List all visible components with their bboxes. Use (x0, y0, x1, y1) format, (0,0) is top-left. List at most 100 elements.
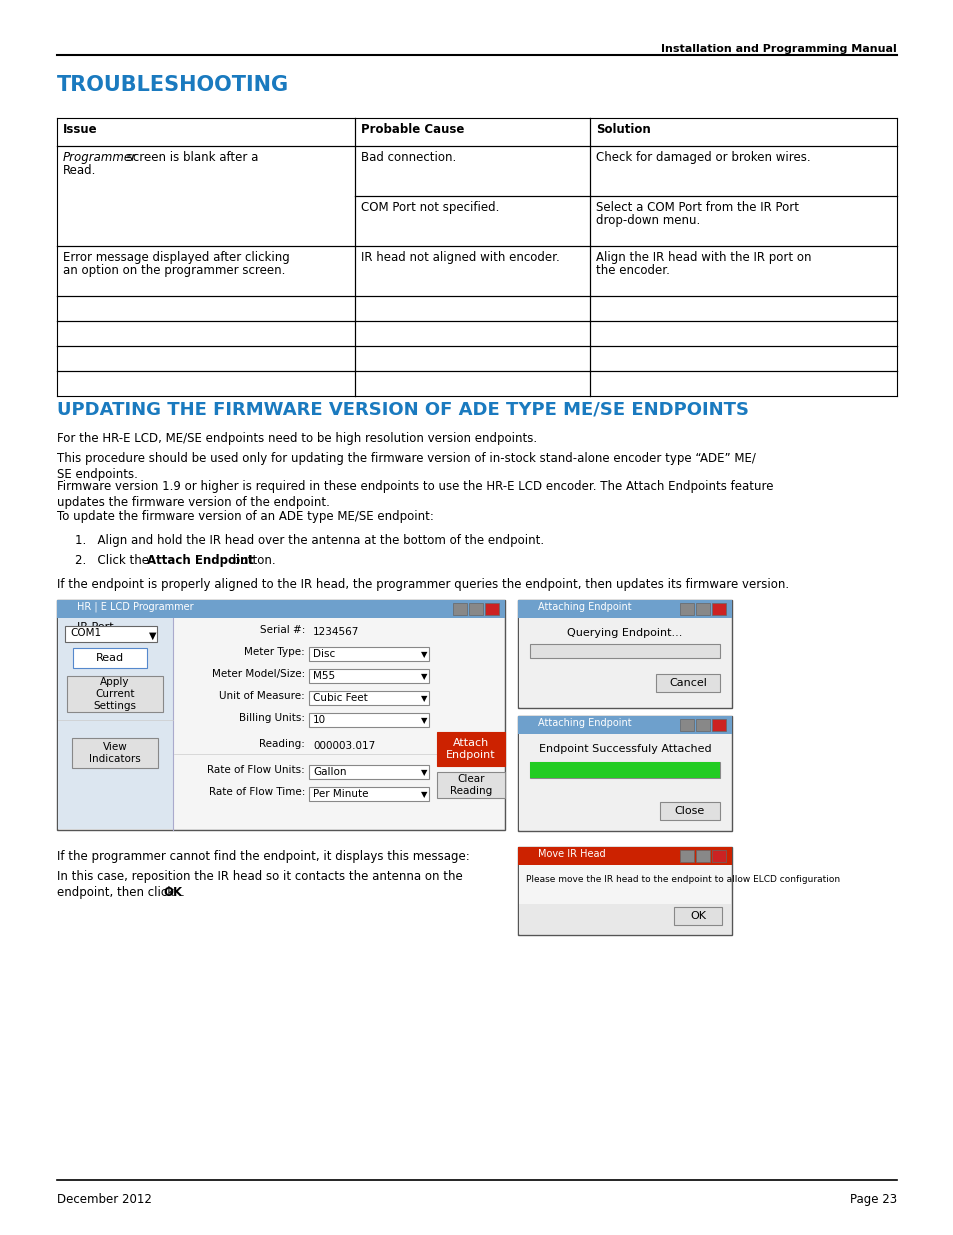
Text: Attach Endpoint: Attach Endpoint (147, 555, 253, 567)
Text: Reading:: Reading: (259, 739, 305, 748)
Bar (696, 603, 709, 615)
Bar (530, 762, 720, 778)
Text: UPDATING THE FIRMWARE VERSION OF ADE TYPE ME/SE ENDPOINTS: UPDATING THE FIRMWARE VERSION OF ADE TYP… (57, 400, 748, 417)
Text: button.: button. (229, 555, 275, 567)
Text: Cancel: Cancel (668, 678, 706, 688)
Text: ▼: ▼ (420, 716, 427, 725)
Text: ▼: ▼ (420, 673, 427, 682)
Text: Error message displayed after clicking: Error message displayed after clicking (63, 251, 290, 264)
Text: Rate of Flow Units:: Rate of Flow Units: (207, 764, 305, 776)
Bar (309, 647, 429, 661)
Text: Apply
Current
Settings: Apply Current Settings (93, 678, 136, 710)
Text: IR head not aligned with encoder.: IR head not aligned with encoder. (360, 251, 559, 264)
Bar (659, 802, 720, 820)
Bar (679, 603, 693, 615)
Bar (517, 847, 731, 935)
Text: Clear
Reading: Clear Reading (450, 774, 492, 795)
Text: Programmer: Programmer (63, 151, 137, 164)
Text: View
Indicators: View Indicators (89, 742, 141, 763)
Bar (518, 864, 730, 934)
Text: Align the IR head with the IR port on: Align the IR head with the IR port on (596, 251, 811, 264)
Bar (71, 739, 158, 768)
Bar (711, 850, 725, 862)
Text: Solution: Solution (596, 124, 650, 136)
Text: Disc: Disc (313, 650, 335, 659)
Text: ▼: ▼ (420, 790, 427, 799)
Bar (679, 850, 693, 862)
Bar (309, 787, 429, 802)
Bar (57, 600, 504, 830)
Bar (73, 648, 147, 668)
Text: Attaching Endpoint: Attaching Endpoint (537, 601, 631, 613)
Bar (309, 764, 429, 779)
Text: TROUBLESHOOTING: TROUBLESHOOTING (57, 75, 289, 95)
Text: In this case, reposition the IR head so it contacts the antenna on the: In this case, reposition the IR head so … (57, 869, 462, 883)
Bar (453, 603, 467, 615)
Bar (517, 847, 731, 864)
Text: Cubic Feet: Cubic Feet (313, 693, 367, 703)
Text: Querying Endpoint...: Querying Endpoint... (567, 629, 682, 638)
Text: IR Port: IR Port (77, 622, 113, 632)
Bar (673, 906, 721, 925)
Text: This procedure should be used only for updating the firmware version of in-stock: This procedure should be used only for u… (57, 452, 755, 466)
Bar (711, 603, 725, 615)
Text: Endpoint Successfuly Attached: Endpoint Successfuly Attached (538, 743, 711, 755)
Text: If the endpoint is properly aligned to the IR head, the programmer queries the e: If the endpoint is properly aligned to t… (57, 578, 788, 592)
Text: OK: OK (163, 885, 182, 899)
Text: endpoint, then click: endpoint, then click (57, 885, 177, 899)
Text: Check for damaged or broken wires.: Check for damaged or broken wires. (596, 151, 810, 164)
Text: OK: OK (689, 911, 705, 921)
Text: the encoder.: the encoder. (596, 264, 669, 277)
Text: Attach
Endpoint: Attach Endpoint (446, 739, 496, 760)
Bar (309, 692, 429, 705)
Text: For the HR-E LCD, ME/SE endpoints need to be high resolution version endpoints.: For the HR-E LCD, ME/SE endpoints need t… (57, 432, 537, 445)
Text: Meter Model/Size:: Meter Model/Size: (212, 669, 305, 679)
Text: 1.   Align and hold the IR head over the antenna at the bottom of the endpoint.: 1. Align and hold the IR head over the a… (75, 534, 543, 547)
Bar (436, 772, 504, 798)
Text: screen is blank after a: screen is blank after a (123, 151, 258, 164)
Bar (58, 618, 173, 829)
Bar (696, 850, 709, 862)
Text: To update the firmware version of an ADE type ME/SE endpoint:: To update the firmware version of an ADE… (57, 510, 434, 522)
Bar (679, 719, 693, 731)
Text: HR | E LCD Programmer: HR | E LCD Programmer (77, 601, 193, 613)
Text: updates the firmware version of the endpoint.: updates the firmware version of the endp… (57, 496, 330, 509)
Text: Rate of Flow Time:: Rate of Flow Time: (209, 787, 305, 797)
Text: Probable Cause: Probable Cause (360, 124, 464, 136)
Bar (530, 643, 720, 658)
Text: If the programmer cannot find the endpoint, it displays this message:: If the programmer cannot find the endpoi… (57, 850, 469, 863)
Text: Serial #:: Serial #: (259, 625, 305, 635)
Bar (518, 904, 730, 934)
Text: 1234567: 1234567 (313, 627, 359, 637)
Bar (57, 600, 504, 618)
Bar (518, 734, 730, 830)
Text: an option on the programmer screen.: an option on the programmer screen. (63, 264, 285, 277)
Text: Firmware version 1.9 or higher is required in these endpoints to use the HR-E LC: Firmware version 1.9 or higher is requir… (57, 480, 773, 493)
Text: Attaching Endpoint: Attaching Endpoint (537, 718, 631, 727)
Text: ▼: ▼ (420, 651, 427, 659)
Text: Per Minute: Per Minute (313, 789, 368, 799)
Bar (436, 732, 504, 766)
Text: 000003.017: 000003.017 (313, 741, 375, 751)
Bar (517, 600, 731, 708)
Text: ▼: ▼ (149, 631, 156, 641)
Text: Installation and Programming Manual: Installation and Programming Manual (660, 44, 896, 54)
Text: M55: M55 (313, 671, 335, 680)
Bar (530, 762, 720, 778)
Text: Please move the IR head to the endpoint to allow ELCD configuration: Please move the IR head to the endpoint … (525, 876, 840, 884)
Text: Read: Read (96, 653, 124, 663)
Text: COM Port not specified.: COM Port not specified. (360, 201, 498, 214)
Bar (484, 603, 498, 615)
Bar (517, 716, 731, 734)
Text: Gallon: Gallon (313, 767, 346, 777)
Bar (711, 719, 725, 731)
Text: Move IR Head: Move IR Head (537, 848, 605, 860)
Text: Billing Units:: Billing Units: (239, 713, 305, 722)
Text: ▼: ▼ (420, 768, 427, 778)
Bar (517, 600, 731, 618)
Bar (309, 713, 429, 727)
Bar (518, 618, 730, 706)
Bar (65, 626, 157, 642)
Text: SE endpoints.: SE endpoints. (57, 468, 138, 480)
Text: Unit of Measure:: Unit of Measure: (219, 692, 305, 701)
